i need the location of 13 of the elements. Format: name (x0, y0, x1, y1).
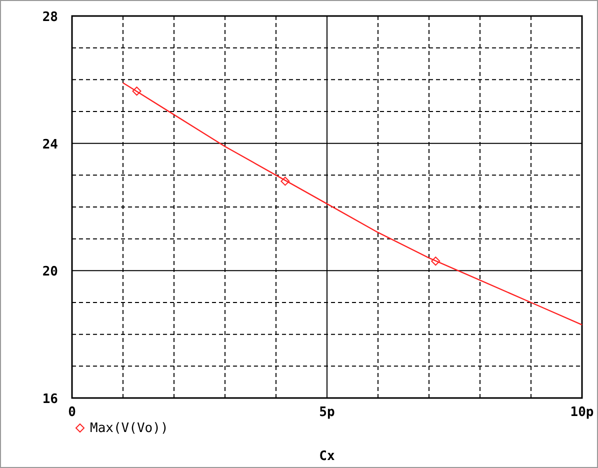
x-tick-label: 10p (570, 405, 594, 420)
legend-label: Max(V(Vo)) (90, 421, 168, 436)
y-tick-label: 20 (42, 264, 58, 280)
y-tick-label: 16 (42, 392, 58, 407)
point (280, 176, 290, 186)
x-tick-label: 0 (68, 405, 76, 420)
line-series (122, 82, 583, 326)
x-axis-title: Cx (319, 449, 335, 464)
point (431, 256, 440, 266)
point (132, 86, 142, 96)
x-tick-label: 5p (319, 405, 335, 420)
y-tick-label: 24 (42, 137, 58, 152)
y-tick-label: 28 (42, 10, 58, 25)
